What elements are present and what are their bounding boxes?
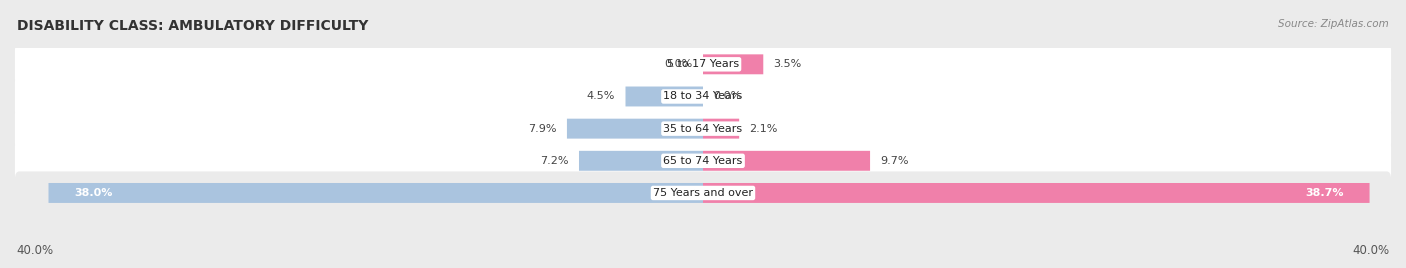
FancyBboxPatch shape	[15, 172, 1391, 214]
Text: 7.9%: 7.9%	[529, 124, 557, 134]
Text: 18 to 34 Years: 18 to 34 Years	[664, 91, 742, 102]
Text: 5 to 17 Years: 5 to 17 Years	[666, 59, 740, 69]
Text: Source: ZipAtlas.com: Source: ZipAtlas.com	[1278, 19, 1389, 29]
Text: 2.1%: 2.1%	[749, 124, 778, 134]
Text: 3.5%: 3.5%	[773, 59, 801, 69]
FancyBboxPatch shape	[15, 139, 1391, 182]
FancyBboxPatch shape	[567, 119, 703, 139]
FancyBboxPatch shape	[15, 43, 1391, 86]
FancyBboxPatch shape	[703, 183, 1369, 203]
Text: DISABILITY CLASS: AMBULATORY DIFFICULTY: DISABILITY CLASS: AMBULATORY DIFFICULTY	[17, 19, 368, 33]
Text: 4.5%: 4.5%	[586, 91, 616, 102]
FancyBboxPatch shape	[703, 54, 763, 74]
Text: 7.2%: 7.2%	[540, 156, 568, 166]
FancyBboxPatch shape	[15, 107, 1391, 150]
Text: 0.0%: 0.0%	[713, 91, 741, 102]
Text: 65 to 74 Years: 65 to 74 Years	[664, 156, 742, 166]
Text: 40.0%: 40.0%	[17, 244, 53, 257]
FancyBboxPatch shape	[703, 119, 740, 139]
FancyBboxPatch shape	[48, 183, 703, 203]
Text: 40.0%: 40.0%	[1353, 244, 1389, 257]
FancyBboxPatch shape	[626, 87, 703, 106]
Text: 38.7%: 38.7%	[1305, 188, 1344, 198]
Text: 9.7%: 9.7%	[880, 156, 908, 166]
FancyBboxPatch shape	[703, 151, 870, 171]
Text: 35 to 64 Years: 35 to 64 Years	[664, 124, 742, 134]
Text: 38.0%: 38.0%	[75, 188, 112, 198]
Legend: Male, Female: Male, Female	[641, 267, 765, 268]
FancyBboxPatch shape	[15, 75, 1391, 118]
Text: 0.0%: 0.0%	[665, 59, 693, 69]
FancyBboxPatch shape	[579, 151, 703, 171]
Text: 75 Years and over: 75 Years and over	[652, 188, 754, 198]
